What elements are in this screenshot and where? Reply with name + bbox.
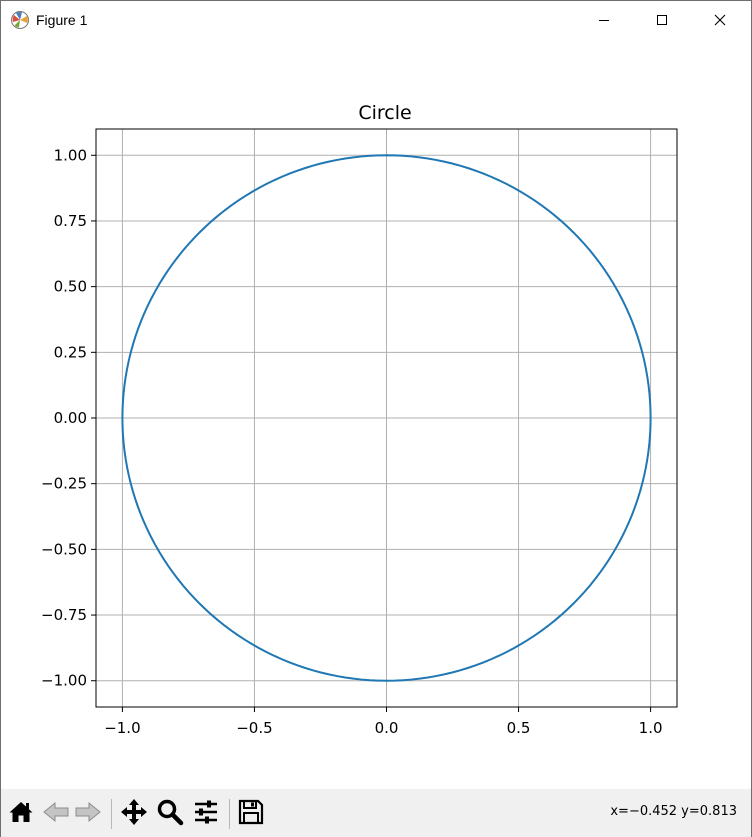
pan-move-icon: [120, 798, 148, 830]
title-bar[interactable]: Figure 1: [1, 1, 751, 39]
maximize-icon: [656, 14, 668, 26]
home-button[interactable]: [5, 798, 37, 830]
y-tick-label: −0.25: [41, 475, 87, 493]
home-icon: [8, 799, 34, 829]
cursor-coordinates: x=−0.452 y=0.813: [610, 804, 737, 819]
plot-lines: [121, 154, 652, 682]
x-tick-label: 0.0: [375, 719, 399, 737]
configure-subplots-button[interactable]: [190, 798, 222, 830]
pan-button[interactable]: [118, 798, 150, 830]
y-tick-label: 0.25: [54, 343, 87, 361]
save-button[interactable]: [235, 798, 267, 830]
save-floppy-icon: [238, 799, 264, 829]
chart-title: Circle: [358, 102, 411, 124]
zoom-button[interactable]: [154, 798, 186, 830]
forward-arrow-icon: [74, 799, 102, 829]
y-tick-label: −0.50: [41, 540, 87, 558]
matplotlib-icon: [10, 10, 30, 30]
y-tick-label: −1.00: [41, 672, 87, 690]
y-tick-label: 0.75: [54, 212, 87, 230]
series-line: [121, 154, 652, 682]
close-icon: [714, 14, 726, 26]
x-axis: −1.0 −0.5 0.0 0.5 1.0: [104, 707, 663, 737]
x-tick-label: −0.5: [236, 719, 272, 737]
y-tick-label: 0.50: [54, 278, 87, 296]
x-tick-label: −1.0: [104, 719, 140, 737]
zoom-magnifier-icon: [156, 798, 184, 830]
window-title: Figure 1: [36, 12, 88, 28]
minimize-button[interactable]: [575, 1, 633, 39]
back-arrow-icon: [42, 799, 70, 829]
y-tick-label: 0.00: [54, 409, 87, 427]
y-tick-label: 1.00: [54, 146, 87, 164]
chart-svg[interactable]: Circle −1.0 −0.5 0.0 0.5 1.0 1.00 0.75 0.50 0.2…: [1, 39, 751, 789]
configure-subplots-icon: [192, 798, 220, 830]
maximize-button[interactable]: [633, 1, 691, 39]
forward-button[interactable]: [72, 798, 104, 830]
grid: [96, 129, 677, 707]
x-tick-label: 0.5: [507, 719, 531, 737]
back-button[interactable]: [40, 798, 72, 830]
y-tick-label: −0.75: [41, 606, 87, 624]
y-axis: 1.00 0.75 0.50 0.25 0.00 −0.25 −0.50 −0.75 −1.00: [41, 146, 96, 690]
figure-canvas[interactable]: Circle −1.0 −0.5 0.0 0.5 1.0 1.00 0.75 0.50 0.2…: [1, 39, 751, 789]
close-button[interactable]: [691, 1, 749, 39]
navigation-toolbar: x=−0.452 y=0.813: [1, 789, 751, 837]
minimize-icon: [598, 14, 610, 26]
toolbar-separator: [229, 799, 230, 829]
x-tick-label: 1.0: [639, 719, 663, 737]
toolbar-separator: [111, 799, 112, 829]
